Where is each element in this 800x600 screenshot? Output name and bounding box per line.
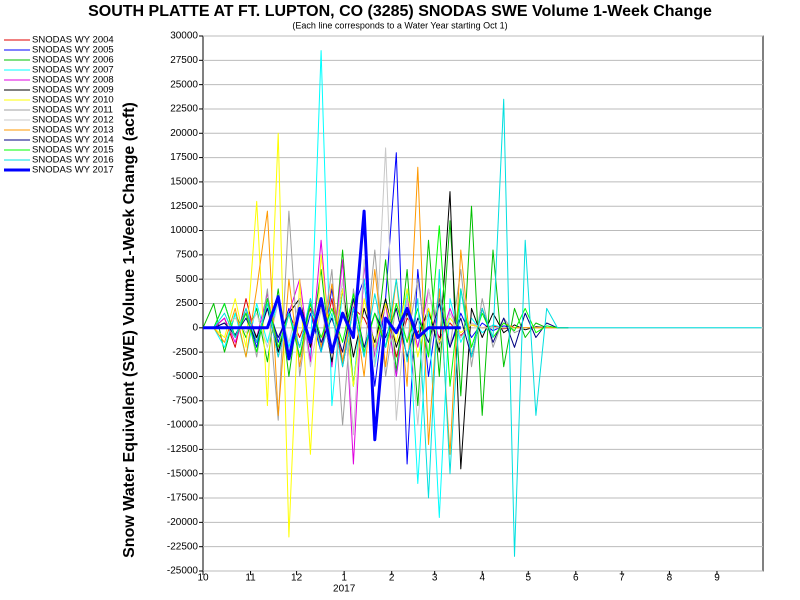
y-tick-label: 7500: [176, 250, 199, 261]
y-tick-label: -12500: [167, 444, 199, 455]
legend-label: SNODAS WY 2014: [32, 135, 114, 146]
y-tick-label: 12500: [170, 201, 198, 212]
legend-label: SNODAS WY 2006: [32, 55, 114, 66]
y-tick-label: 22500: [170, 104, 198, 115]
lines: [202, 50, 762, 557]
legend-label: SNODAS WY 2012: [32, 115, 114, 126]
y-tick-label: 15000: [170, 177, 198, 188]
x-tick-label: 5: [525, 573, 531, 584]
legend-label: SNODAS WY 2010: [32, 95, 114, 106]
y-tick-label: 10000: [170, 225, 198, 236]
chart-subtitle: (Each line corresponds to a Water Year s…: [292, 20, 507, 30]
y-tick-label: -7500: [172, 395, 198, 406]
y-axis-label: Snow Water Equivalent (SWE) Volume 1-Wee…: [121, 102, 138, 558]
x-tick-label: 6: [573, 573, 579, 584]
x-tick-label: 1: [341, 573, 347, 584]
x-tick-label: 4: [479, 573, 485, 584]
series-line: [202, 205, 569, 416]
legend-label: SNODAS WY 2016: [32, 155, 114, 166]
y-tick-label: -5000: [172, 371, 198, 382]
y-tick-label: -2500: [172, 347, 198, 358]
legend-label: SNODAS WY 2008: [32, 75, 114, 86]
y-tick-label: 17500: [170, 152, 198, 163]
legend-label: SNODAS WY 2015: [32, 145, 114, 156]
series-line: [203, 210, 569, 426]
series-line: [203, 298, 569, 358]
y-tick-label: 2500: [176, 298, 199, 309]
x-tick-label: 9: [714, 573, 720, 584]
y-tick-label: -17500: [167, 493, 199, 504]
series-line: [203, 166, 569, 455]
y-tick-label: 20000: [170, 128, 198, 139]
legend-label: SNODAS WY 2005: [32, 45, 114, 56]
x-tick-label: 11: [245, 573, 256, 584]
legend-label: SNODAS WY 2017: [32, 165, 114, 176]
y-tick-label: -20000: [167, 517, 199, 528]
y-tick-label: 27500: [170, 55, 198, 66]
series-line: [203, 209, 461, 442]
y-tick-label: 5000: [176, 274, 199, 285]
y-tick-label: -15000: [167, 468, 199, 479]
legend-label: SNODAS WY 2009: [32, 85, 114, 96]
y-tick-label: 25000: [170, 79, 198, 90]
legend-label: SNODAS WY 2011: [32, 105, 113, 116]
legend-label: SNODAS WY 2007: [32, 65, 114, 76]
x-tick-label: 12: [291, 573, 303, 584]
y-tick-label: -22500: [167, 541, 199, 552]
y-tick-label: 0: [192, 322, 198, 333]
grid: -25000-22500-20000-17500-15000-12500-100…: [167, 31, 763, 595]
x-tick-label: 2: [389, 573, 395, 584]
x-tick-label: 10: [197, 573, 209, 584]
legend-label: SNODAS WY 2004: [32, 35, 114, 46]
x-annotation: 2017: [333, 584, 356, 595]
y-tick-label: 30000: [170, 31, 198, 42]
x-tick-label: 7: [619, 573, 625, 584]
y-tick-label: -25000: [167, 566, 199, 577]
chart-title: SOUTH PLATTE AT FT. LUPTON, CO (3285) SN…: [88, 3, 712, 20]
x-tick-label: 3: [432, 573, 438, 584]
y-tick-label: -10000: [167, 420, 199, 431]
legend-label: SNODAS WY 2013: [32, 125, 114, 136]
x-tick-label: 8: [667, 573, 673, 584]
series-line: [203, 147, 569, 436]
